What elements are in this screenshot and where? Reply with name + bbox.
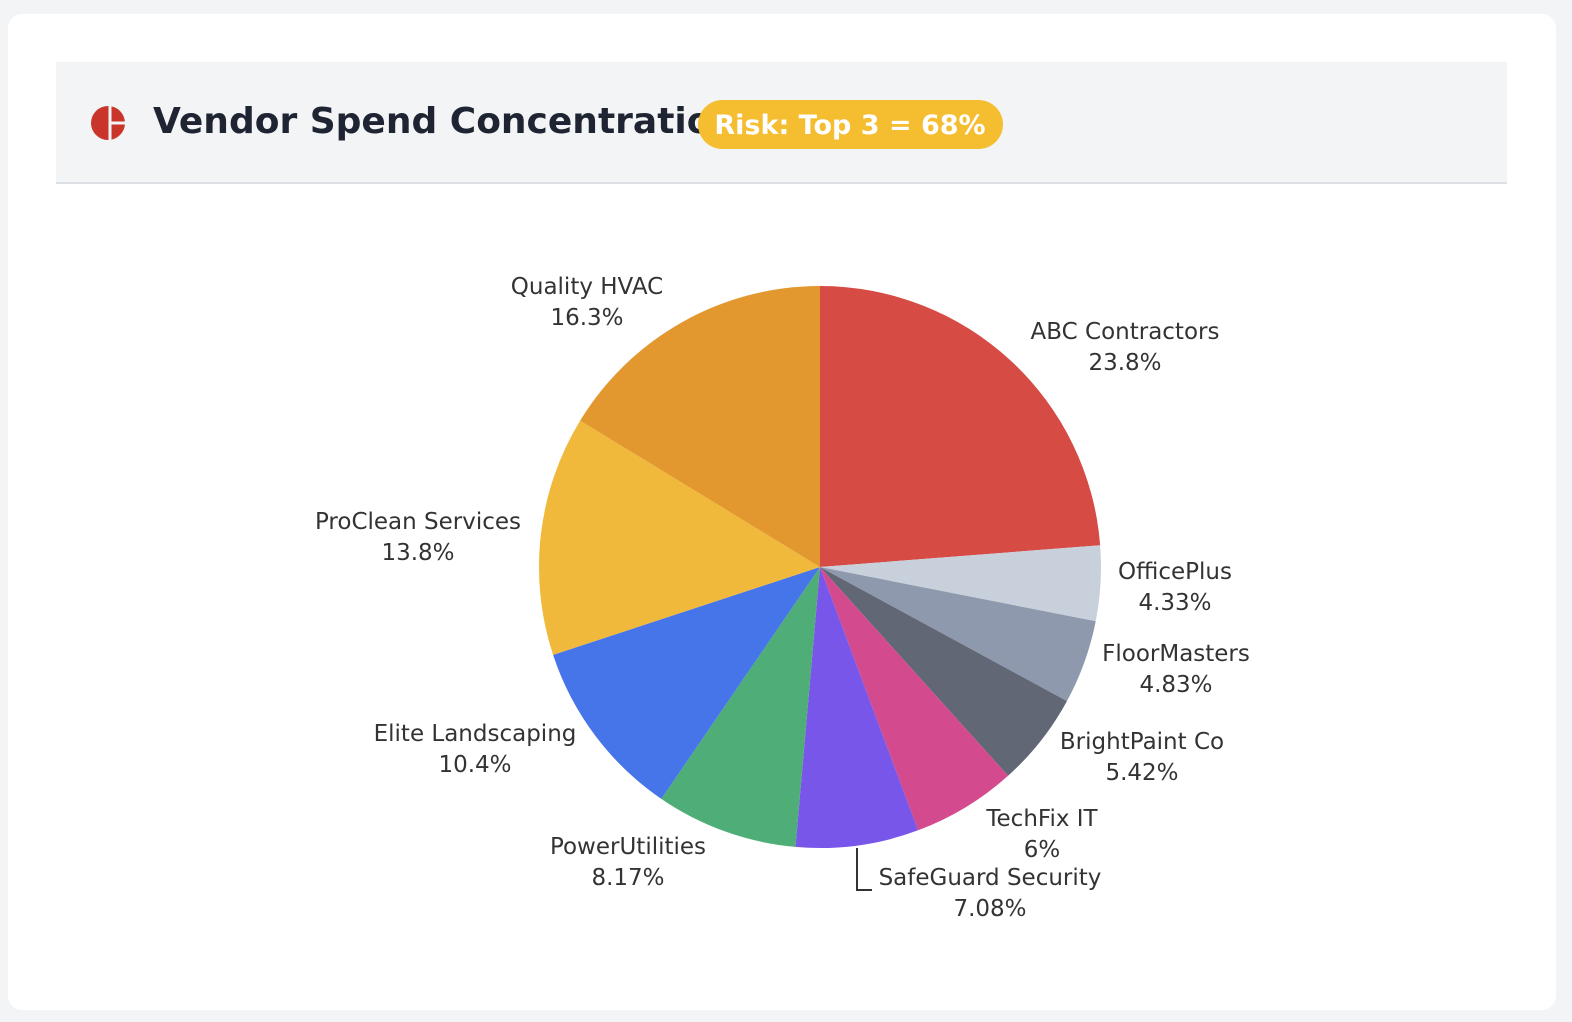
slice-label-name: ABC Contractors bbox=[1031, 319, 1220, 345]
slice-label-value: 4.33% bbox=[1138, 590, 1211, 616]
pie-slice bbox=[820, 567, 1096, 702]
slice-label-name: OfficePlus bbox=[1118, 559, 1232, 585]
pie-slice bbox=[820, 567, 1067, 776]
pie-slice bbox=[820, 545, 1102, 622]
slice-label-name: BrightPaint Co bbox=[1060, 729, 1224, 755]
slice-label-name: Quality HVAC bbox=[511, 274, 663, 300]
slice-label-name: TechFix IT bbox=[985, 806, 1098, 832]
leader-line bbox=[856, 848, 872, 891]
pie-icon bbox=[91, 106, 125, 140]
pie-slice bbox=[580, 286, 820, 567]
slice-label-value: 13.8% bbox=[381, 540, 454, 566]
slice-label-value: 8.17% bbox=[591, 865, 664, 891]
slice-label-name: PowerUtilities bbox=[550, 834, 706, 860]
slice-label-name: SafeGuard Security bbox=[879, 865, 1102, 891]
chart-title: Vendor Spend Concentration bbox=[153, 101, 737, 142]
pie-slice bbox=[795, 567, 919, 848]
pie-slice bbox=[820, 567, 1009, 831]
pie-slice bbox=[539, 420, 820, 655]
slice-label-name: FloorMasters bbox=[1102, 641, 1250, 667]
slice-label-value: 4.83% bbox=[1139, 672, 1212, 698]
slice-label-value: 6% bbox=[1024, 837, 1061, 863]
slice-label-value: 23.8% bbox=[1088, 350, 1161, 376]
pie-slice bbox=[661, 567, 820, 847]
slice-label-value: 5.42% bbox=[1105, 760, 1178, 786]
slice-label-value: 7.08% bbox=[953, 896, 1026, 922]
risk-badge-text: Risk: Top 3 = 68% bbox=[714, 110, 985, 141]
slice-label-name: Elite Landscaping bbox=[374, 721, 577, 747]
pie-slice bbox=[820, 286, 1101, 567]
risk-badge bbox=[698, 100, 1003, 149]
slice-label-name: ProClean Services bbox=[315, 509, 521, 535]
slice-label-value: 16.3% bbox=[550, 305, 623, 331]
pie-slice bbox=[553, 567, 820, 799]
slice-label-value: 10.4% bbox=[438, 752, 511, 778]
